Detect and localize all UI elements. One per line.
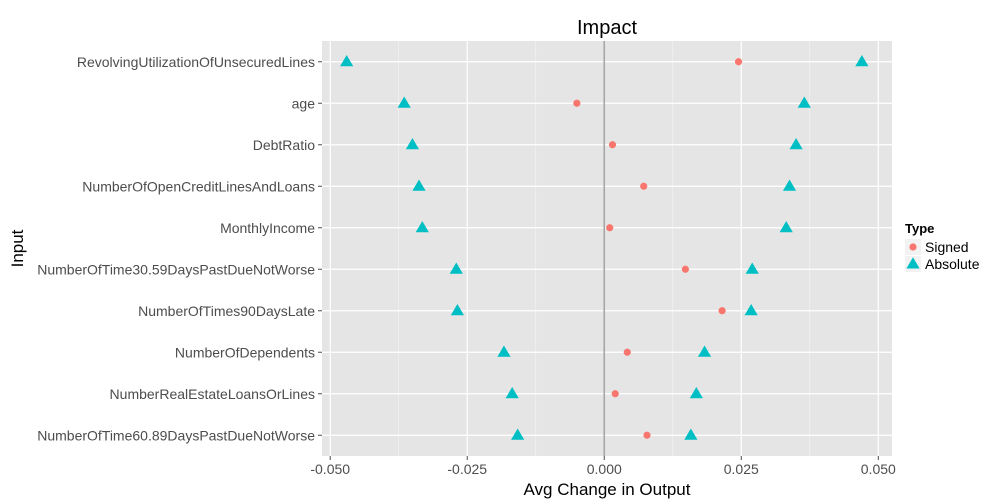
signed-point	[606, 224, 614, 232]
legend-label: Absolute	[925, 256, 980, 272]
y-tick-label: NumberOfDependents	[175, 344, 315, 360]
chart-title: Impact	[577, 17, 637, 39]
absolute-point	[689, 387, 703, 399]
y-tick-label: NumberOfTime60.89DaysPastDueNotWorse	[37, 427, 315, 443]
y-tick-label: NumberOfOpenCreditLinesAndLoans	[82, 178, 315, 194]
absolute-point	[697, 345, 712, 357]
y-tick-label: DebtRatio	[253, 137, 315, 153]
absolute-point-negative	[415, 221, 429, 233]
absolute-point-negative	[412, 179, 426, 191]
signed-point	[573, 99, 581, 107]
signed-point	[681, 265, 689, 273]
signed-point	[640, 182, 648, 190]
x-axis-title: Avg Change in Output	[524, 480, 691, 499]
grid-lines	[322, 41, 892, 456]
y-tick-label: MonthlyIncome	[220, 220, 315, 236]
absolute-point-negative	[450, 304, 464, 316]
signed-point	[718, 307, 726, 315]
absolute-point-negative	[340, 55, 354, 67]
absolute-point-negative	[397, 96, 411, 108]
absolute-point	[744, 304, 758, 316]
y-tick-label: age	[292, 95, 316, 111]
x-tick-label: -0.050	[310, 461, 350, 477]
x-tick-label: 0.050	[861, 461, 896, 477]
y-tick-label: NumberOfTimes90DaysLate	[138, 303, 315, 319]
signed-point	[608, 141, 617, 149]
x-tick-label: 0.000	[587, 461, 622, 477]
x-tick-label: 0.025	[724, 461, 759, 477]
y-tick-label: RevolvingUtilizationOfUnsecuredLines	[77, 54, 315, 70]
absolute-point	[684, 428, 698, 440]
signed-point	[643, 431, 651, 439]
y-tick-labels: RevolvingUtilizationOfUnsecuredLines age D…	[37, 54, 322, 443]
legend-label: Signed	[925, 239, 969, 255]
absolute-point-negative	[405, 138, 420, 150]
absolute-point-negative	[511, 428, 525, 440]
x-tick-label: -0.025	[447, 461, 487, 477]
x-tick-labels: -0.050 -0.025 0.000 0.025 0.050	[310, 456, 896, 477]
y-axis-title: Input	[8, 229, 27, 267]
signed-point	[734, 58, 743, 66]
data-points	[340, 55, 869, 440]
legend-key-absolute	[906, 257, 920, 269]
absolute-point	[779, 221, 793, 233]
absolute-point	[745, 262, 759, 274]
signed-point	[611, 390, 619, 398]
absolute-point	[782, 179, 797, 191]
absolute-point-negative	[497, 345, 511, 357]
absolute-point-negative	[449, 262, 463, 274]
legend-title: Type	[905, 221, 934, 236]
y-tick-label: NumberOfTime30.59DaysPastDueNotWorse	[37, 261, 315, 277]
absolute-point	[789, 138, 803, 150]
legend-key-signed	[909, 243, 917, 251]
y-tick-label: NumberRealEstateLoansOrLines	[110, 386, 315, 402]
signed-point	[623, 348, 631, 356]
plot-panel	[322, 41, 892, 456]
absolute-point-negative	[505, 387, 519, 399]
absolute-point	[797, 96, 811, 108]
absolute-point	[855, 55, 869, 67]
